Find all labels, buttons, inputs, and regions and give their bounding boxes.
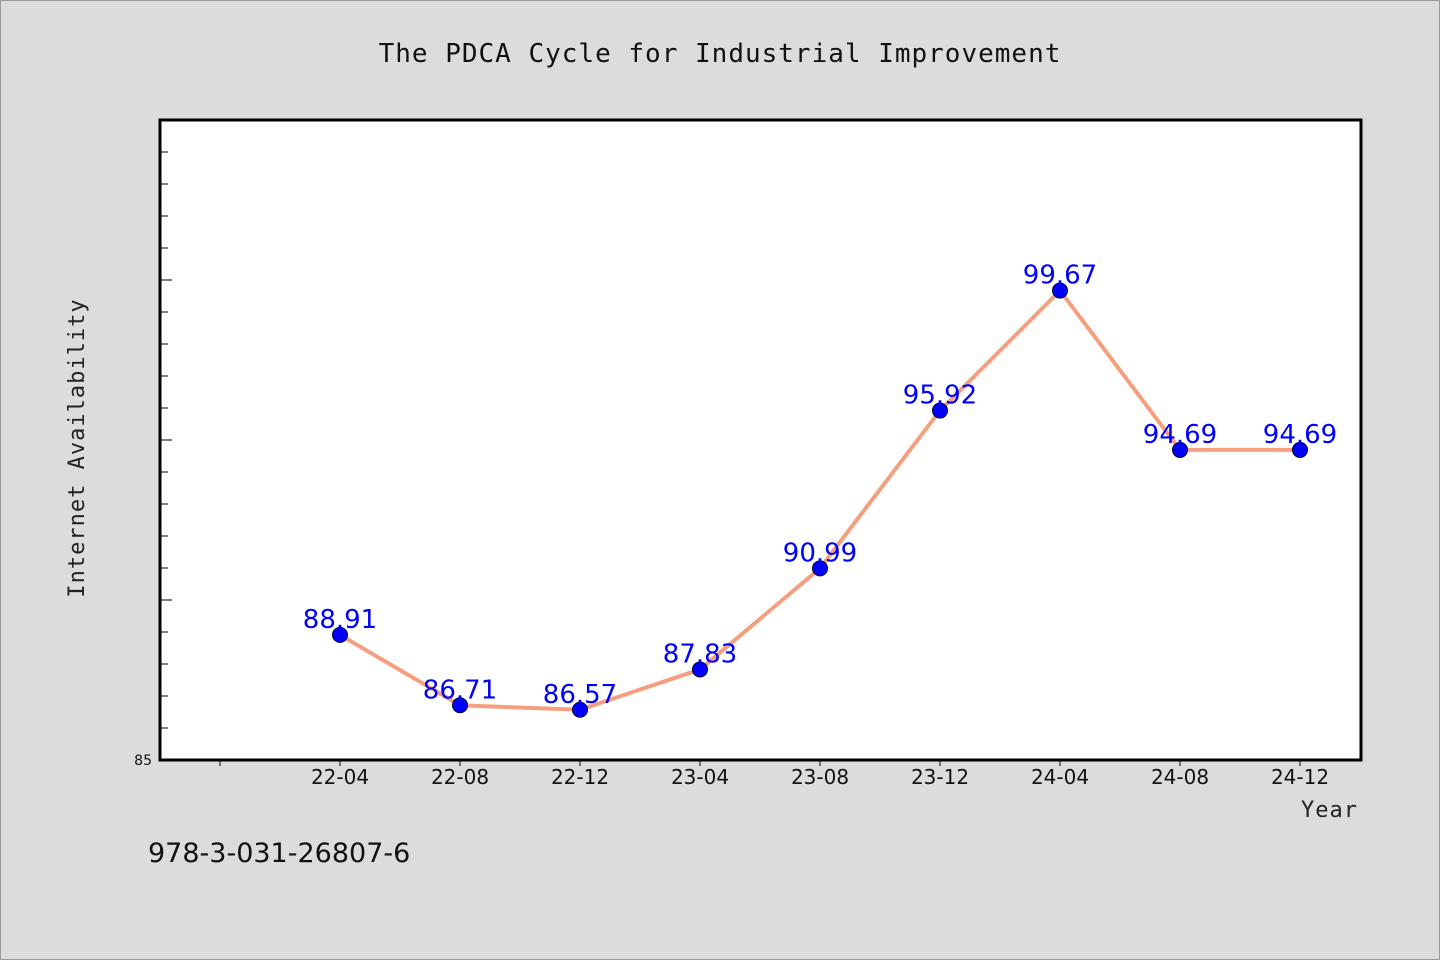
data-point xyxy=(332,626,348,643)
data-label: 86.57 xyxy=(543,680,617,710)
data-point xyxy=(1292,441,1308,458)
footnote-isbn: 978-3-031-26807-6 xyxy=(148,838,410,869)
data-labels-group: 88.91 86.71 86.57 87.83 90.99 95.92 99.67 94.69… xyxy=(303,261,1337,710)
y-axis-title: Internet Availability xyxy=(65,298,90,597)
x-tick-label: 23-04 xyxy=(671,765,729,789)
data-label: 86.71 xyxy=(423,675,497,705)
x-tick-label: 23-08 xyxy=(791,765,849,789)
plot-area xyxy=(158,118,1363,762)
data-point xyxy=(692,661,708,678)
data-label: 88.91 xyxy=(303,605,377,635)
x-axis-ticks: 22-04 22-08 22-12 23-04 23-08 23-12 24-04 24-08… xyxy=(219,760,1329,789)
x-axis-title: Year xyxy=(1301,798,1358,823)
chart-title: The PDCA Cycle for Industrial Improvemen… xyxy=(379,39,1062,69)
data-label: 94.69 xyxy=(1263,420,1337,450)
y-axis-ticks: 85 xyxy=(134,151,172,769)
x-tick-label: 22-12 xyxy=(551,765,609,789)
x-tick-label: 22-04 xyxy=(311,765,369,789)
x-tick-label: 24-12 xyxy=(1271,765,1329,789)
data-point xyxy=(1052,282,1068,299)
data-point xyxy=(812,560,828,577)
data-point xyxy=(452,697,468,714)
data-label: 94.69 xyxy=(1143,420,1217,450)
x-tick-label: 24-04 xyxy=(1031,765,1089,789)
data-point xyxy=(572,701,588,718)
series-group xyxy=(332,282,1308,718)
y-tick-label: 85 xyxy=(134,753,152,769)
x-tick-label: 22-08 xyxy=(431,765,489,789)
data-label: 90.99 xyxy=(783,538,857,568)
x-tick-label: 23-12 xyxy=(911,765,969,789)
data-label: 95.92 xyxy=(903,381,977,411)
x-tick-label: 24-08 xyxy=(1151,765,1209,789)
data-label: 87.83 xyxy=(663,639,737,669)
data-label: 99.67 xyxy=(1023,261,1097,291)
data-point xyxy=(1172,441,1188,458)
data-point xyxy=(932,402,948,419)
